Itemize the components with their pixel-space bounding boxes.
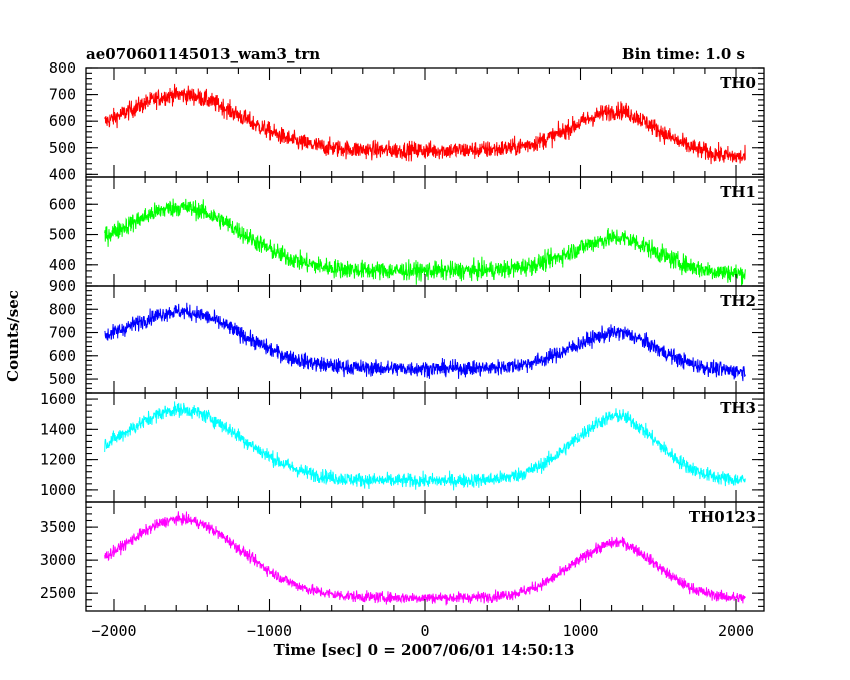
panel-frame (85, 501, 765, 612)
y-tick-label: 600 (49, 112, 76, 130)
y-tick-label: 800 (49, 59, 76, 77)
x-tick-label: −1000 (247, 622, 292, 640)
x-axis-label: Time [sec] 0 = 2007/06/01 14:50:13 (274, 641, 575, 659)
y-tick-label: 400 (49, 256, 76, 274)
panel-th1: 400 500 600 TH1 (49, 176, 765, 287)
panel-label: TH1 (720, 183, 756, 201)
y-tick-label: 1600 (40, 390, 76, 408)
series-line-th3 (104, 401, 746, 491)
y-tick-label: 900 (49, 277, 76, 295)
panel-th2: 500 600 700 800 900 TH2 (49, 277, 765, 394)
series-line-th1 (104, 198, 746, 286)
y-axis-label: Counts/sec (4, 290, 22, 382)
y-tick-label: 500 (49, 370, 76, 388)
y-tick-label: 1400 (40, 420, 76, 438)
y-tick-label: 800 (49, 300, 76, 318)
panel-label: TH2 (720, 292, 756, 310)
panel-th0: 400 500 600 700 800 TH0 (49, 59, 765, 183)
y-tick-label: 1200 (40, 451, 76, 469)
bin-time-label: Bin time: 1.0 s (622, 45, 745, 63)
x-tick-label: 1000 (562, 622, 598, 640)
y-tick-label: 500 (49, 226, 76, 244)
y-tick-label: 3000 (40, 551, 76, 569)
y-tick-label: 500 (49, 139, 76, 157)
y-tick-label: 1000 (40, 481, 76, 499)
x-tick-label: 0 (420, 622, 429, 640)
panels-group: 400 500 600 700 800 TH0 400 500 600 TH1 500 600 700 8… (40, 59, 765, 640)
panel-th3: 1000 1200 1400 1600 TH3 (40, 390, 765, 503)
y-tick-label: 600 (49, 195, 76, 213)
panel-label: TH3 (720, 399, 756, 417)
x-tick-label: 2000 (718, 622, 754, 640)
y-tick-label: 700 (49, 324, 76, 342)
panel-frame (85, 67, 765, 178)
y-tick-label: 3500 (40, 518, 76, 536)
series-line-th2 (104, 302, 746, 382)
panel-label: TH0 (720, 74, 756, 92)
y-tick-label: 2500 (40, 584, 76, 602)
panel-th0123: 2500 3000 3500 TH0123 (40, 501, 765, 612)
panel-label: TH0123 (689, 508, 756, 526)
series-line-th0123 (104, 511, 746, 606)
series-line-th0 (104, 83, 746, 165)
x-tick-label: −2000 (91, 622, 136, 640)
y-tick-label: 400 (49, 165, 76, 183)
chart-title: ae070601145013_wam3_trn (86, 45, 320, 63)
y-tick-label: 700 (49, 86, 76, 104)
y-tick-label: 600 (49, 347, 76, 365)
